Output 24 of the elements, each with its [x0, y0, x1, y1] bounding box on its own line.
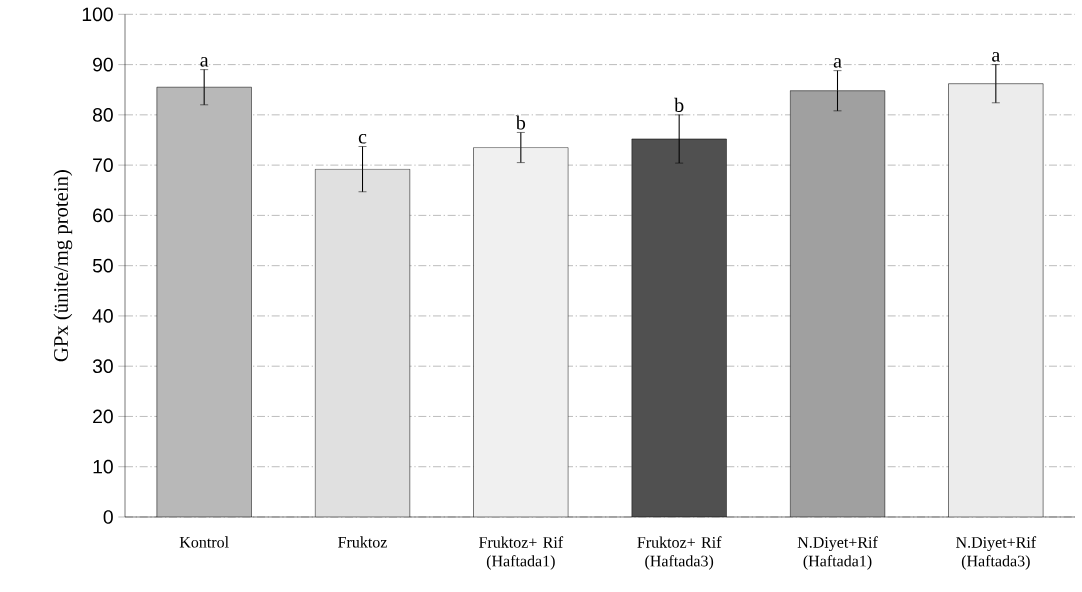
x-tick-label: N.Diyet+Rif (Haftada1) [797, 536, 878, 570]
y-tick-label: 80 [92, 108, 113, 122]
y-tick-label: 50 [92, 258, 113, 273]
annotation: a [200, 57, 209, 67]
annotation: a [833, 58, 842, 68]
y-tick-label: 100 [82, 7, 113, 22]
annotation: b [674, 97, 684, 112]
x-tick-label: Fruktoz+ Rif (Haftada1) [479, 536, 564, 570]
x-tick-label: Fruktoz [338, 536, 387, 548]
y-tick-label: 90 [93, 57, 113, 72]
y-tick-label: 40 [92, 309, 113, 323]
y-tick-label: 20 [93, 409, 113, 424]
x-tick-label: Kontrol [179, 536, 229, 548]
y-tick-label: 30 [92, 359, 113, 374]
annotation: b [515, 115, 526, 130]
y-tick-label: 70 [93, 158, 113, 172]
y-tick-label: 0 [103, 510, 113, 524]
y-tick-label: 10 [93, 459, 113, 474]
annotation: c [358, 133, 367, 144]
y-tick-label: 60 [93, 208, 113, 223]
x-tick-label: N.Diyet+Rif (Haftada3) [956, 536, 1037, 570]
y-axis-title: GPx (ünite/mg protein) [53, 170, 73, 362]
annotation: a [992, 52, 1000, 62]
x-tick-label: Fruktoz+ Rif (Haftada3) [637, 536, 722, 570]
